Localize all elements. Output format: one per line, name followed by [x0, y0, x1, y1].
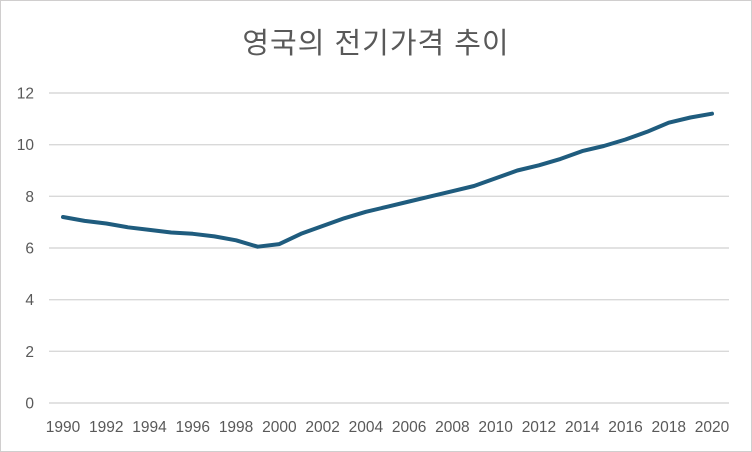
y-tick-label: 2: [25, 344, 34, 361]
y-tick-label: 12: [17, 86, 34, 103]
y-tick-label: 6: [25, 241, 34, 258]
x-tick-label: 2010: [478, 419, 513, 436]
series-group: [61, 111, 714, 249]
x-tick-label: 2018: [651, 419, 685, 436]
x-tick-label: 1996: [176, 419, 210, 436]
x-axis-labels-group: 1990 1992 1994 1996 1998 2000 2002 2004 2006 2008…: [46, 419, 730, 436]
x-tick-label: 2016: [608, 419, 642, 436]
x-tick-label: 2002: [305, 419, 339, 436]
x-tick-label: 1990: [46, 419, 81, 436]
x-tick-label: 2006: [392, 419, 426, 436]
gridlines-group: [49, 92, 729, 404]
x-tick-label: 2008: [435, 419, 469, 436]
x-tick-label: 2000: [262, 419, 297, 436]
x-tick-label: 1998: [219, 419, 253, 436]
x-tick-label: 1994: [132, 419, 167, 436]
y-tick-label: 10: [17, 137, 35, 154]
y-tick-label: 0: [25, 396, 34, 413]
x-tick-label: 2014: [565, 419, 600, 436]
chart-title: 영국의 전기가격 추이: [242, 28, 510, 60]
data-series-line: [61, 111, 714, 249]
x-tick-label: 1992: [89, 419, 123, 436]
y-axis-labels-group: 0 2 4 6 8 10 12: [17, 86, 35, 413]
y-tick-label: 4: [25, 292, 34, 309]
x-tick-label: 2012: [522, 419, 556, 436]
x-tick-label: 2020: [695, 419, 730, 436]
y-tick-label: 8: [25, 189, 34, 206]
x-tick-label: 2004: [349, 419, 384, 436]
